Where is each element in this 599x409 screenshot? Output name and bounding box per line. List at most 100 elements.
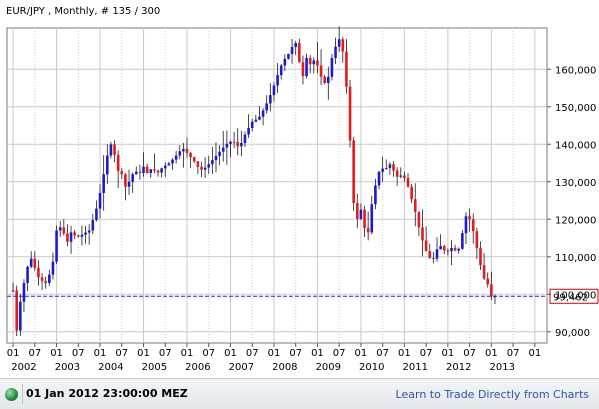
candle-body (312, 60, 316, 65)
x-tick-label: 01 (50, 348, 63, 359)
candle-body (406, 178, 410, 187)
candle-body (388, 164, 392, 168)
candle-body (218, 151, 221, 156)
y-tick-label: 130,000 (555, 178, 596, 189)
candle-body (73, 232, 76, 236)
candle-body (134, 171, 138, 175)
candles (11, 26, 497, 337)
candle-body (69, 232, 73, 242)
candle-body (26, 266, 29, 283)
y-tick-label: 160,000 (555, 65, 596, 76)
candle-body (283, 58, 287, 66)
candle-body (370, 204, 374, 233)
candle-body (214, 155, 218, 161)
x-tick-label: 01 (355, 348, 368, 359)
candle-body (323, 76, 326, 83)
candle-body (395, 170, 399, 177)
candle-body (399, 175, 403, 177)
candle-body (316, 60, 319, 66)
candle-body (182, 148, 185, 152)
candle-body (196, 161, 200, 167)
candle-body (116, 154, 120, 172)
candle-body (366, 228, 370, 233)
plot-area[interactable] (6, 27, 548, 344)
candle-body (341, 39, 345, 52)
y-tick-label: 120,000 (555, 215, 596, 226)
candle-body (381, 168, 384, 172)
candle-body (479, 248, 482, 266)
x-tick-label: 01 (528, 348, 541, 359)
x-tick-label: 01 (7, 348, 20, 359)
x-year-label: 2007 (229, 362, 254, 373)
candle-body (243, 134, 247, 143)
candle-body (149, 169, 153, 173)
candle-body (171, 159, 174, 164)
candle-body (163, 165, 167, 169)
candle-body (276, 75, 279, 86)
candle-body (308, 58, 312, 65)
candle-body (453, 248, 457, 251)
status-bar: 01 Jan 2012 23:00:00 MEZ Learn to Trade … (0, 378, 599, 409)
x-axis: 01 07 01 07 01 07 01 07 01 07 01 07 01 07 01 07 01 07 01 07… (7, 343, 541, 373)
candle-body (178, 151, 182, 156)
candle-body (384, 168, 388, 169)
candle-body (131, 174, 134, 182)
candle-body (113, 144, 116, 155)
current-price-box (549, 288, 599, 304)
candle-body (279, 65, 283, 76)
candle-body (102, 174, 105, 193)
x-year-label: 2008 (272, 362, 297, 373)
candle-body (250, 121, 254, 128)
x-tick-label: 01 (94, 348, 107, 359)
candle-body (167, 163, 171, 166)
candle-body (482, 265, 486, 279)
x-tick-label: 01 (181, 348, 194, 359)
candle-body (203, 167, 207, 170)
candle-body (33, 258, 37, 268)
candle-body (261, 110, 265, 117)
candle-body (428, 251, 432, 258)
candle-body (298, 43, 301, 63)
candle-body (105, 155, 109, 175)
separator (22, 384, 23, 404)
candle-body (337, 39, 341, 47)
candle-body (294, 43, 297, 48)
candle-body (19, 301, 22, 331)
candle-body (40, 277, 44, 281)
x-tick-label: 07 (72, 348, 85, 359)
x-year-label: 2010 (359, 362, 384, 373)
x-year-label: 2013 (489, 362, 514, 373)
x-year-label: 2011 (403, 362, 428, 373)
candle-body (435, 249, 439, 259)
candle-body (127, 181, 131, 187)
candle-body (421, 227, 424, 241)
candle-body (486, 278, 490, 285)
y-tick-label: 150,000 (555, 103, 596, 114)
candle-body (62, 227, 66, 234)
learn-to-trade-link[interactable]: Learn to Trade Directly from Charts (395, 388, 589, 401)
candle-body (348, 86, 352, 141)
candle-body (37, 268, 40, 278)
candle-body (221, 147, 225, 152)
candle-body (301, 62, 305, 77)
candle-body (319, 65, 323, 77)
candle-body (240, 143, 243, 147)
x-tick-label: 07 (333, 348, 346, 359)
candle-body (98, 193, 102, 209)
candle-body (124, 174, 127, 187)
candle-body (80, 234, 84, 237)
x-tick-label: 07 (420, 348, 433, 359)
candle-body (265, 103, 269, 111)
candle-body (156, 170, 160, 173)
x-year-label: 2012 (446, 362, 471, 373)
x-tick-label: 07 (463, 348, 476, 359)
candle-body (185, 148, 189, 153)
candle-body (377, 171, 381, 186)
candle-body (327, 76, 330, 83)
price-chart[interactable]: EUR/JPY , Monthly, # 135 / 300 99,462 90… (0, 0, 599, 378)
candle-body (392, 164, 395, 171)
candle-body (363, 209, 366, 228)
status-indicator-icon (5, 388, 18, 401)
current-datetime: 01 Jan 2012 23:00:00 MEZ (26, 387, 188, 400)
candle-body (77, 235, 80, 237)
